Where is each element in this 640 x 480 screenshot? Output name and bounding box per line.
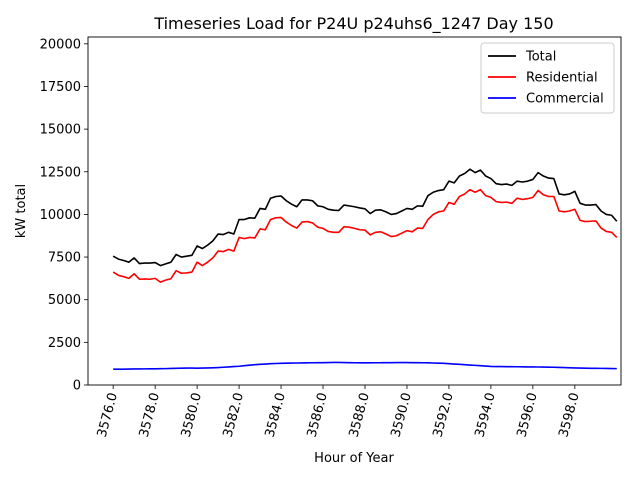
y-axis-label: kW total [14,184,29,238]
y-tick-label: 0 [73,379,81,394]
y-tick-label: 12500 [40,165,81,180]
plot-frame [87,36,622,386]
legend-box [480,42,615,114]
legend-label-residential: Residential [526,71,598,86]
y-tick-label: 7500 [48,251,81,266]
y-tick-label: 2500 [48,336,81,351]
y-tick-label: 17500 [40,80,81,95]
series-layer [112,168,618,370]
x-axis-label: Hour of Year [314,451,394,466]
chart-title: Timeseries Load for P24U p24uhs6_1247 Da… [153,14,553,34]
y-tick-label: 15000 [40,123,81,138]
series-line-total [112,168,618,267]
legend-label-commercial: Commercial [526,92,604,107]
legend-label-total: Total [525,50,556,65]
series-line-commercial [113,361,617,370]
y-tick-label: 10000 [40,208,81,223]
series-line-residential [112,188,618,283]
y-axis: 0 2500 5000 7500 10000 12500 15000 17500 20000 [40,37,88,394]
y-tick-label: 20000 [40,37,81,52]
y-tick-label: 5000 [48,293,81,308]
legend: Total Residential Commercial [480,42,615,114]
